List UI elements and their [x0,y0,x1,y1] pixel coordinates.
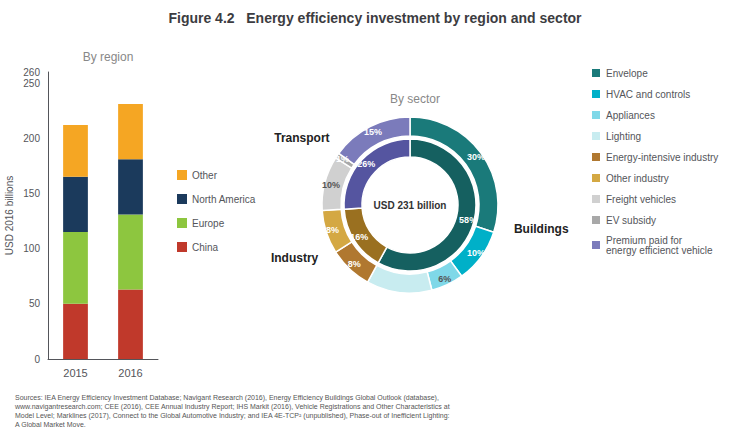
svg-text:Lighting: Lighting [606,131,641,142]
svg-text:26%: 26% [357,159,375,169]
svg-text:North America: North America [192,194,256,205]
svg-text:150: 150 [23,188,40,199]
svg-text:58%: 58% [459,215,477,225]
svg-text:China: China [192,242,219,253]
svg-text:By region: By region [83,50,134,64]
svg-text:260: 260 [23,67,40,78]
svg-text:A Global Market Move.: A Global Market Move. [15,421,86,428]
svg-text:Appliances: Appliances [606,110,655,121]
svg-text:Energy-intensive industry: Energy-intensive industry [606,152,718,163]
svg-text:Figure 4.2 Energy efficiency: Figure 4.2 Energy efficiency investment … [168,10,582,26]
svg-text:Envelope: Envelope [606,68,648,79]
svg-text:Model Level; Marklines (2017),: Model Level; Marklines (2017), Connect t… [15,412,450,420]
svg-text:100: 100 [23,243,40,254]
svg-text:1%: 1% [336,154,349,164]
svg-text:Transport: Transport [274,131,329,145]
svg-text:Other industry: Other industry [606,173,669,184]
svg-text:Premium paid for: Premium paid for [606,234,683,246]
svg-text:Freight vehicles: Freight vehicles [606,194,676,205]
svg-text:2016: 2016 [118,367,142,379]
svg-text:Buildings: Buildings [514,222,569,236]
svg-text:10%: 10% [467,248,485,258]
svg-text:EV subsidy: EV subsidy [606,215,656,226]
svg-text:USD 2016 billions: USD 2016 billions [4,176,15,256]
svg-text:16%: 16% [350,232,368,242]
svg-text:USD 231 billion: USD 231 billion [374,200,447,211]
svg-text:Other: Other [192,170,218,181]
svg-text:15%: 15% [364,127,382,137]
svg-text:By sector: By sector [390,92,440,106]
svg-text:50: 50 [29,298,41,309]
svg-text:energy efficienct vehicle: energy efficienct vehicle [606,245,713,256]
svg-text:8%: 8% [348,259,361,269]
svg-text:Sources: IEA Energy Efficiency: Sources: IEA Energy Efficiency Investmen… [15,394,439,402]
svg-text:200: 200 [23,133,40,144]
svg-text:8%: 8% [326,225,339,235]
svg-text:30%: 30% [467,152,485,162]
svg-text:2015: 2015 [63,367,87,379]
svg-text:Industry: Industry [271,251,319,265]
svg-text:10%: 10% [322,180,340,190]
svg-text:Europe: Europe [192,218,225,229]
svg-text:HVAC and controls: HVAC and controls [606,89,690,100]
svg-text:6%: 6% [438,274,451,284]
svg-text:www.navigantresearch.com; CEE: www.navigantresearch.com; CEE (2016), CE… [14,403,450,411]
svg-text:250: 250 [23,78,40,89]
svg-text:0: 0 [34,354,40,365]
